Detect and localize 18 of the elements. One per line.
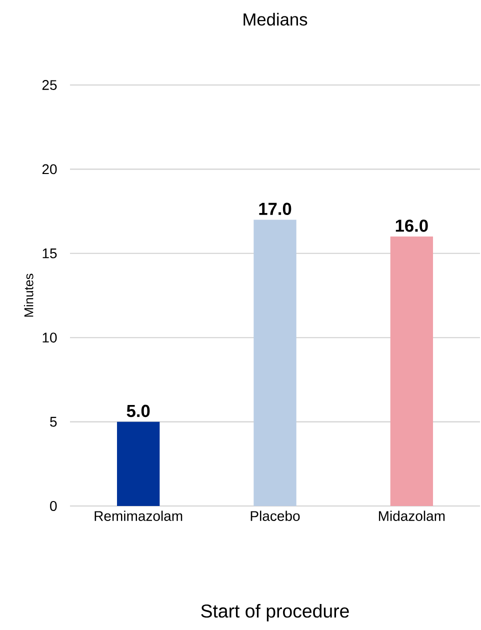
x-axis-title: Start of procedure xyxy=(201,604,349,622)
bar xyxy=(117,422,160,506)
data-label: 17.0 xyxy=(259,202,292,216)
x-tick-label: Midazolam xyxy=(378,510,445,521)
y-tick-label: 10 xyxy=(42,332,57,343)
y-tick-label: 5 xyxy=(50,416,57,427)
y-tick-label: 20 xyxy=(42,164,57,174)
x-tick-label: Placebo xyxy=(250,510,300,521)
y-tick-label: 0 xyxy=(50,501,57,511)
chart-title: Medians xyxy=(244,12,308,26)
bar xyxy=(390,236,434,506)
bar xyxy=(254,220,296,506)
y-tick-label: 25 xyxy=(42,80,57,90)
data-label: 5.0 xyxy=(126,404,150,418)
data-label: 16.0 xyxy=(396,220,428,232)
y-tick-label: 15 xyxy=(42,248,57,258)
x-tick-label: Remimazolam xyxy=(94,510,182,521)
y-axis-title: Minutes xyxy=(24,274,34,317)
